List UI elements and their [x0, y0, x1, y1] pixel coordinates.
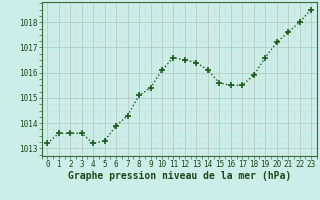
X-axis label: Graphe pression niveau de la mer (hPa): Graphe pression niveau de la mer (hPa) [68, 171, 291, 181]
